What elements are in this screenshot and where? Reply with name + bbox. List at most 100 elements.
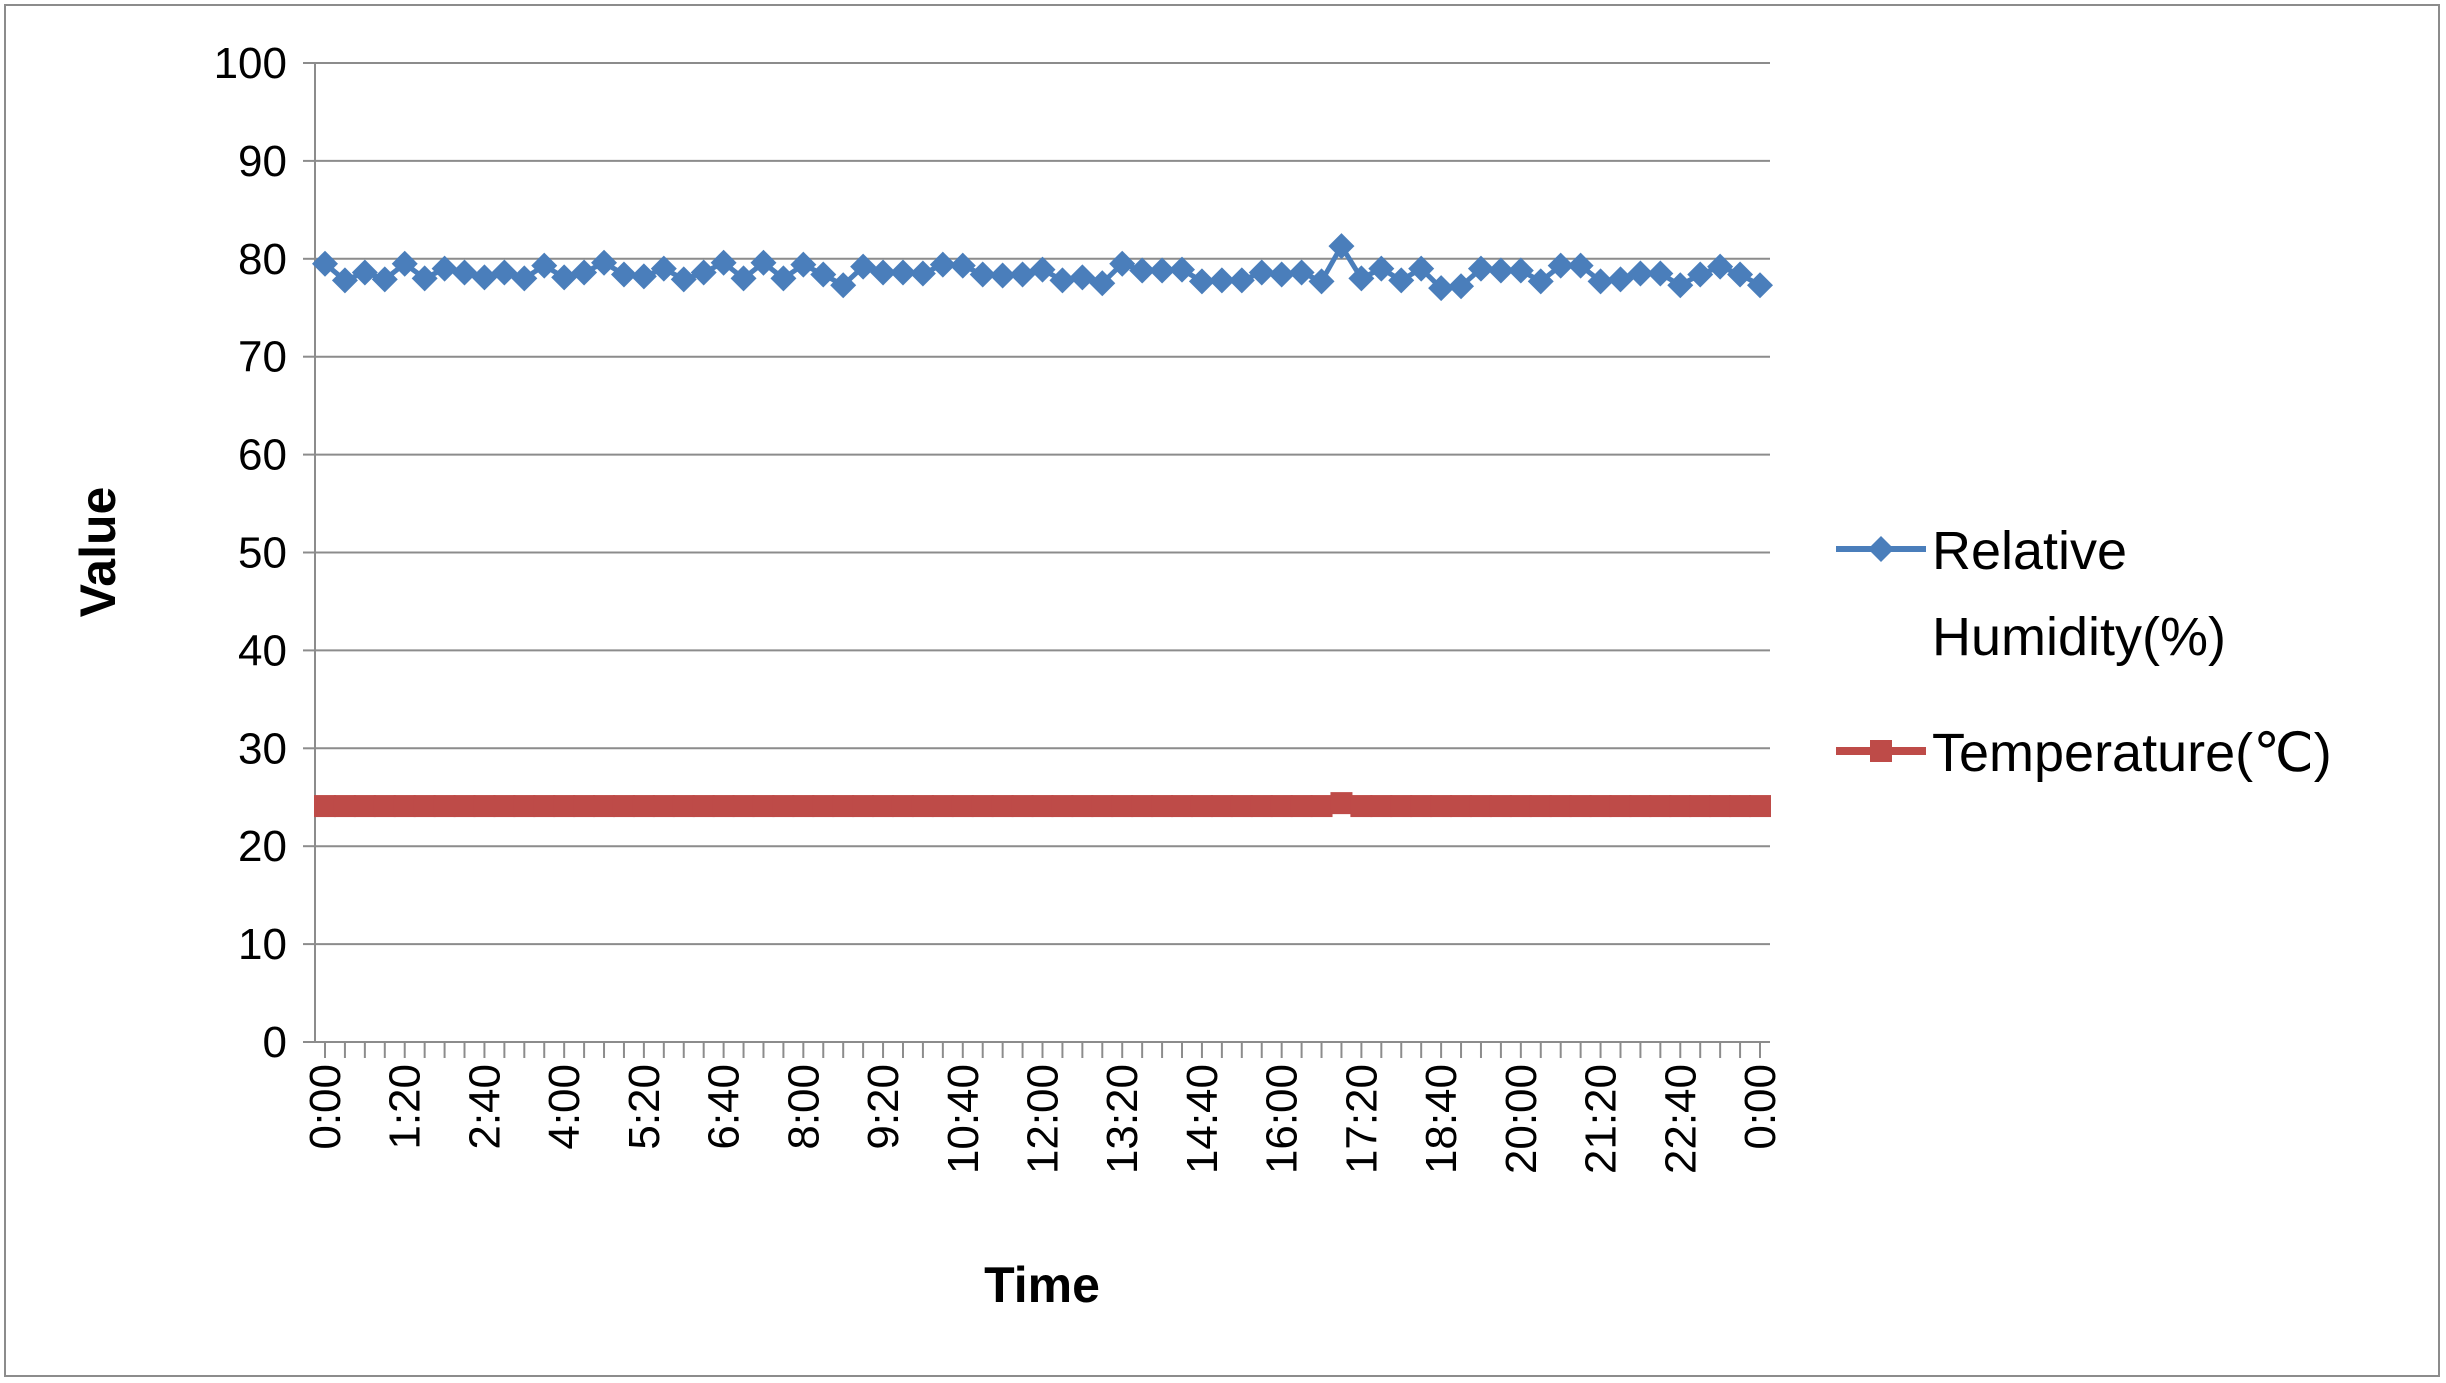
data-point (1248, 259, 1275, 286)
data-point (810, 261, 837, 288)
x-tick-label: 6:40 (700, 1064, 749, 1150)
legend-item: Relative Humidity(%) (1836, 521, 2226, 667)
data-point (1549, 795, 1572, 818)
data-point (951, 795, 974, 818)
data-point (1647, 260, 1674, 287)
data-point (393, 795, 416, 818)
axes (303, 62, 1770, 1058)
data-point (969, 261, 996, 288)
data-point (1430, 795, 1453, 818)
y-tick-labels: 0 10 20 30 40 50 60 70 80 90 100 (214, 39, 287, 1067)
data-point (1210, 795, 1233, 818)
legend-marker (1868, 536, 1894, 562)
data-point (1729, 795, 1752, 818)
data-point (351, 259, 378, 286)
data-point (610, 261, 637, 288)
data-point (1288, 259, 1315, 286)
data-point (971, 795, 994, 818)
data-point (732, 795, 755, 818)
data-point (1609, 795, 1632, 818)
data-point (770, 265, 797, 292)
data-point (911, 795, 934, 818)
data-point (1428, 275, 1455, 302)
data-point (1091, 795, 1114, 818)
data-point (812, 795, 835, 818)
x-tick-label: 20:00 (1497, 1064, 1546, 1174)
data-point (1727, 261, 1754, 288)
data-point (1011, 795, 1034, 818)
data-point (1188, 268, 1215, 295)
data-point (551, 264, 578, 291)
data-point (493, 795, 516, 818)
data-point (573, 795, 596, 818)
data-point (1370, 795, 1393, 818)
data-point (1089, 270, 1116, 297)
data-point (1547, 252, 1574, 279)
data-point (1450, 795, 1473, 818)
y-tick-label: 50 (238, 529, 287, 578)
data-point (1487, 257, 1514, 284)
legend-label: Relative (1932, 521, 2127, 581)
x-tick-label: 12:00 (1019, 1064, 1068, 1174)
x-tick-label: 10:40 (939, 1064, 988, 1174)
series-relative-humidity (312, 233, 1773, 302)
data-point (630, 263, 657, 290)
x-tick-label: 1:20 (381, 1064, 430, 1150)
y-tick-label: 40 (238, 626, 287, 675)
data-point (491, 259, 518, 286)
data-point (1408, 255, 1435, 282)
data-point (1669, 795, 1692, 818)
data-point (672, 795, 695, 818)
data-point (690, 259, 717, 286)
data-point (710, 249, 737, 276)
data-point (593, 795, 616, 818)
data-point (1151, 795, 1174, 818)
data-point (730, 265, 757, 292)
y-tick-label: 60 (238, 431, 287, 480)
y-tick-label: 90 (238, 137, 287, 186)
data-point (1009, 261, 1036, 288)
x-tick-label: 22:40 (1656, 1064, 1705, 1174)
data-point (1111, 795, 1134, 818)
x-tick-label: 0:00 (1736, 1064, 1785, 1150)
data-point (1569, 795, 1592, 818)
data-point (1149, 257, 1176, 284)
x-tick-label: 17:20 (1337, 1064, 1386, 1174)
data-point (333, 795, 356, 818)
data-point (852, 795, 875, 818)
y-tick-label: 100 (214, 39, 287, 88)
legend: Relative Humidity(%) Temperature(℃) (1836, 521, 2332, 783)
data-point (991, 795, 1014, 818)
data-point (391, 250, 418, 277)
data-point (1567, 252, 1594, 279)
data-point (413, 795, 436, 818)
data-point (1230, 795, 1253, 818)
data-point (1587, 268, 1614, 295)
y-axis-title: Value (70, 487, 126, 618)
x-tick-label: 21:20 (1577, 1064, 1626, 1174)
y-tick-label: 10 (238, 920, 287, 969)
data-point (670, 266, 697, 293)
data-point (832, 795, 855, 818)
data-point (1228, 267, 1255, 294)
data-point (632, 795, 655, 818)
data-point (1489, 795, 1512, 818)
x-tick-label: 5:20 (620, 1064, 669, 1150)
legend-marker (1870, 740, 1892, 762)
data-point (1129, 257, 1156, 284)
data-point (870, 259, 897, 286)
data-point (712, 795, 735, 818)
data-point (431, 255, 458, 282)
legend-label: Temperature(℃) (1932, 723, 2332, 783)
data-point (1290, 795, 1313, 818)
data-point (1507, 257, 1534, 284)
data-point (331, 267, 358, 294)
data-point (612, 795, 635, 818)
data-point (312, 250, 338, 277)
data-point (1529, 795, 1552, 818)
data-point (1747, 272, 1773, 299)
x-tick-labels: 0:00 1:20 2:40 4:00 5:20 6:40 8:00 9:20 10:40 12:… (301, 1064, 1785, 1174)
data-point (1169, 256, 1196, 283)
data-point (931, 795, 954, 818)
data-point (1509, 795, 1532, 818)
